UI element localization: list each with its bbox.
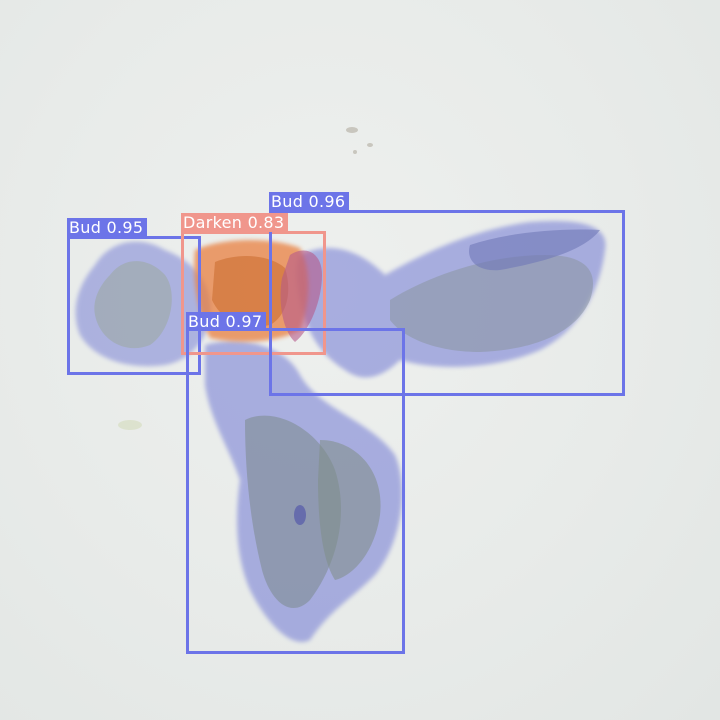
- darken-label: Darken 0.83: [181, 213, 289, 232]
- darken-box: [181, 231, 326, 355]
- bud-label-right: Bud 0.96: [269, 192, 350, 211]
- background-specks: [118, 127, 373, 430]
- bud-mask-left: [75, 241, 211, 367]
- bud-mask-right: [296, 220, 606, 378]
- bud-mask-bottom: [205, 341, 403, 642]
- bud-label-left: Bud 0.95: [67, 218, 148, 237]
- bud-label-bottom: Bud 0.97: [186, 312, 267, 331]
- bud-box-left: [67, 236, 201, 375]
- bud-box-bottom: [186, 328, 405, 654]
- bud-box-right: [269, 210, 625, 396]
